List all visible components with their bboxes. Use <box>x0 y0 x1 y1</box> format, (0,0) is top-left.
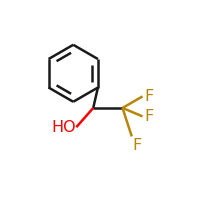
Text: F: F <box>144 109 154 124</box>
Text: F: F <box>144 89 154 104</box>
Text: F: F <box>133 138 142 153</box>
Text: HO: HO <box>51 120 76 135</box>
